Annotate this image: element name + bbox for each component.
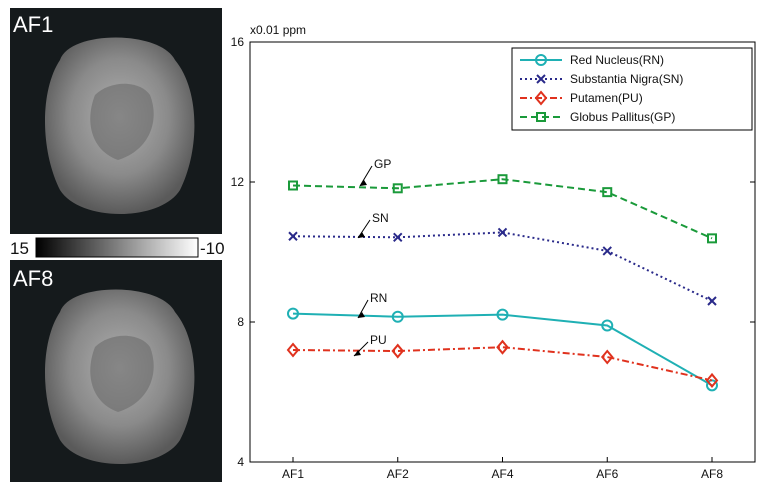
image-label: AF1 bbox=[13, 12, 53, 37]
figure: AF1 15 -10 AF8 x0.01 ppm 4 8 12 16 AF1 AF2 AF4… bbox=[0, 0, 768, 484]
series-line bbox=[293, 314, 712, 386]
x-tick-label: AF6 bbox=[596, 467, 618, 481]
legend-label: Globus Pallitus(GP) bbox=[570, 110, 675, 124]
marker bbox=[603, 247, 611, 255]
y-tick-label: 12 bbox=[231, 175, 245, 189]
x-tick-label: AF8 bbox=[701, 467, 723, 481]
y-tick-label: 8 bbox=[237, 315, 244, 329]
x-tick-label: AF1 bbox=[282, 467, 304, 481]
image-label: AF8 bbox=[13, 266, 53, 291]
legend-label: Red Nucleus(RN) bbox=[570, 53, 664, 67]
arrow-head bbox=[358, 232, 365, 238]
x-tick-label: AF4 bbox=[491, 467, 513, 481]
arrow-head bbox=[360, 180, 367, 186]
annotation-arrow bbox=[358, 220, 370, 238]
brain-image: AF8 bbox=[10, 260, 222, 482]
annotation: PU bbox=[370, 333, 387, 347]
legend-label: Putamen(PU) bbox=[570, 91, 643, 105]
colorbar-label: -10 bbox=[200, 239, 225, 258]
series-line bbox=[293, 179, 712, 238]
brain-image: AF1 bbox=[10, 8, 222, 234]
colorbar: 15 -10 bbox=[10, 238, 225, 258]
legend-label: Substantia Nigra(SN) bbox=[570, 72, 683, 86]
colorbar-label: 15 bbox=[10, 239, 29, 258]
marker bbox=[289, 232, 297, 240]
annotation: SN bbox=[372, 211, 389, 225]
y-axis-label: x0.01 ppm bbox=[250, 23, 306, 37]
y-tick-label: 4 bbox=[237, 455, 244, 469]
x-tick-label: AF2 bbox=[387, 467, 409, 481]
annotation: GP bbox=[374, 157, 391, 171]
annotation: RN bbox=[370, 291, 387, 305]
annotation-arrow bbox=[360, 166, 372, 186]
series-line bbox=[293, 232, 712, 301]
y-tick-label: 16 bbox=[231, 35, 245, 49]
marker bbox=[708, 297, 716, 305]
